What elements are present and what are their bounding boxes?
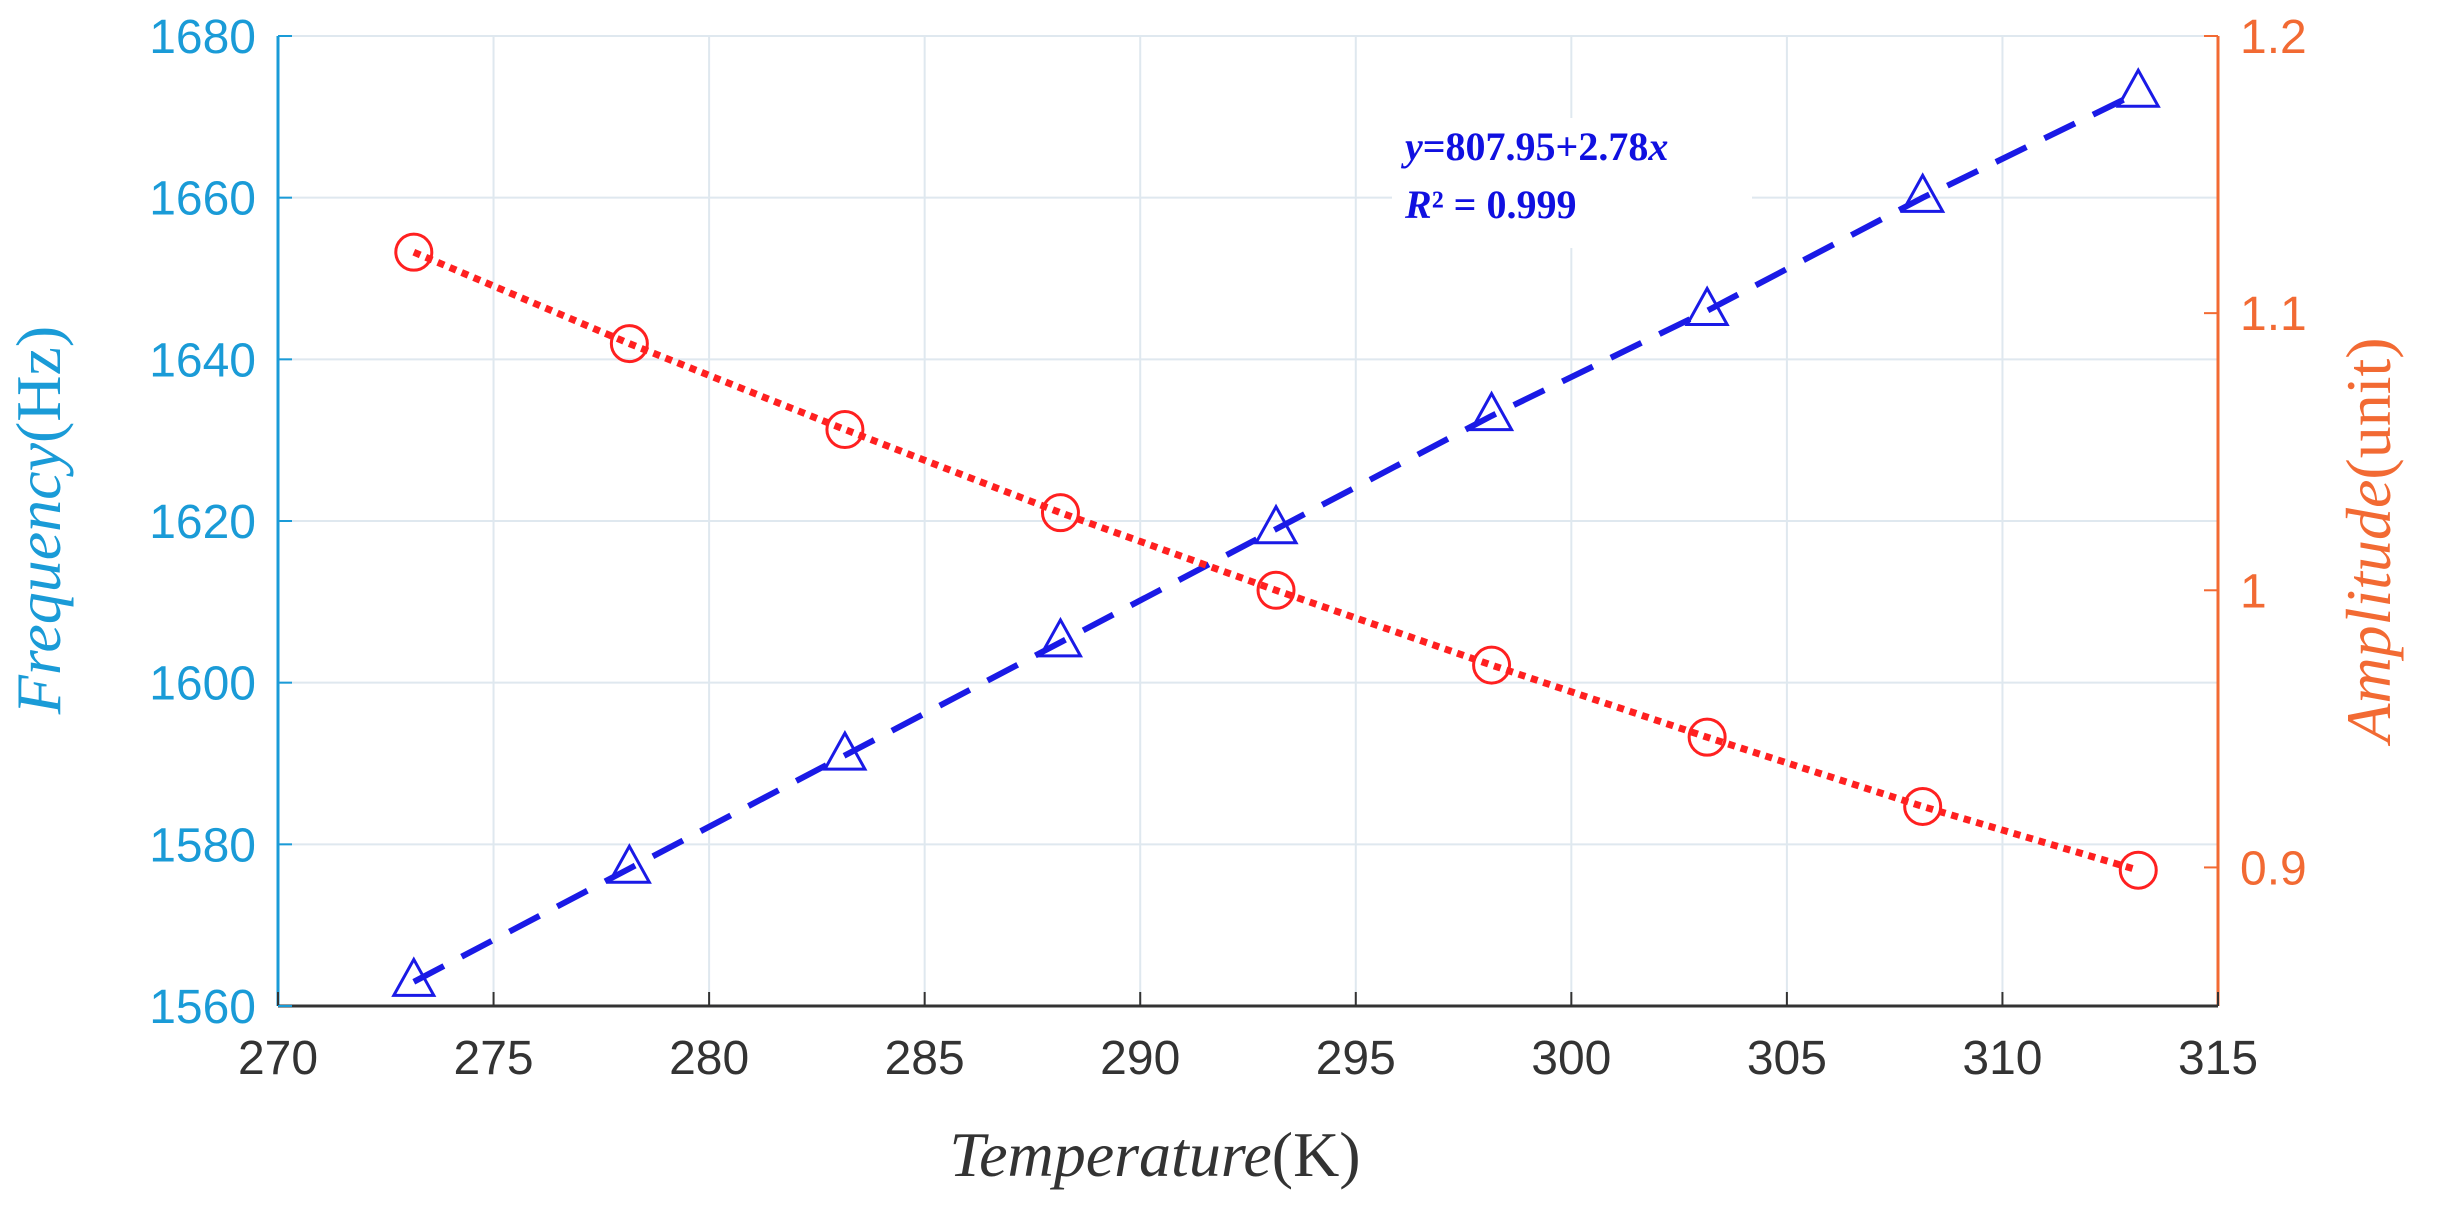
- frequency-point: [1900, 172, 1946, 213]
- frequency-point: [1037, 616, 1084, 658]
- right-tick-label: 1.2: [2240, 11, 2307, 64]
- amplitude-point: [825, 410, 865, 450]
- left-tick-label: 1660: [149, 173, 256, 226]
- frequency-point: [822, 730, 868, 771]
- right-tick-label: 1: [2240, 565, 2267, 618]
- frequency-line: [412, 89, 2140, 985]
- left-axis-label: Frequency(Hz): [3, 326, 74, 716]
- amplitude-point: [1687, 717, 1727, 757]
- right-tick-label: 1.1: [2240, 288, 2307, 341]
- x-tick-label: 290: [1100, 1032, 1180, 1085]
- amplitude-point: [2118, 850, 2158, 890]
- left-tick-label: 1600: [149, 658, 256, 711]
- amplitude-line: [412, 248, 2140, 874]
- left-tick-label: 1620: [149, 496, 256, 549]
- r-squared: R² = 0.999: [1404, 182, 1576, 227]
- left-tick-label: 1560: [149, 981, 256, 1034]
- left-tick-label: 1640: [149, 334, 256, 387]
- left-axis-ticks: 1560 1580 1600 1620 1640 1660 1680: [149, 11, 292, 1034]
- frequency-point: [391, 956, 437, 997]
- frequency-point: [1469, 390, 1515, 432]
- frequency-point: [1684, 285, 1730, 327]
- fit-annotation: y=807.95+2.78x R² = 0.999: [1392, 118, 1752, 248]
- amplitude-point: [1256, 570, 1296, 610]
- x-tick-label: 275: [454, 1032, 534, 1085]
- x-tick-label: 285: [885, 1032, 965, 1085]
- amplitude-point: [609, 324, 649, 364]
- x-tick-label: 300: [1531, 1032, 1611, 1085]
- left-tick-label: 1580: [149, 819, 256, 872]
- annotation-background: [1392, 118, 1752, 248]
- right-tick-label: 0.9: [2240, 842, 2307, 895]
- frequency-point: [1253, 503, 1299, 545]
- amplitude-point: [1040, 493, 1080, 533]
- left-tick-label: 1680: [149, 11, 256, 64]
- amplitude-point: [394, 232, 434, 272]
- amplitude-point: [1903, 786, 1943, 826]
- x-axis-ticks: 270 275 280 285 290 295 300 305 310 315: [238, 992, 2258, 1085]
- x-tick-label: 280: [669, 1032, 749, 1085]
- x-tick-label: 315: [2178, 1032, 2258, 1085]
- amplitude-point: [1472, 645, 1512, 685]
- frequency-point: [2115, 67, 2161, 108]
- fit-equation: y=807.95+2.78x: [1401, 124, 1668, 169]
- frequency-point: [606, 843, 652, 884]
- right-axis-ticks: 0.9 1 1.1 1.2: [2204, 11, 2307, 895]
- right-axis-label: Amplitude(unit): [2333, 337, 2404, 746]
- x-tick-label: 295: [1316, 1032, 1396, 1085]
- x-tick-label: 310: [1962, 1032, 2042, 1085]
- series: [391, 67, 2161, 997]
- x-axis-label: Temperature(K): [949, 1119, 1360, 1190]
- x-tick-label: 305: [1747, 1032, 1827, 1085]
- x-tick-label: 270: [238, 1032, 318, 1085]
